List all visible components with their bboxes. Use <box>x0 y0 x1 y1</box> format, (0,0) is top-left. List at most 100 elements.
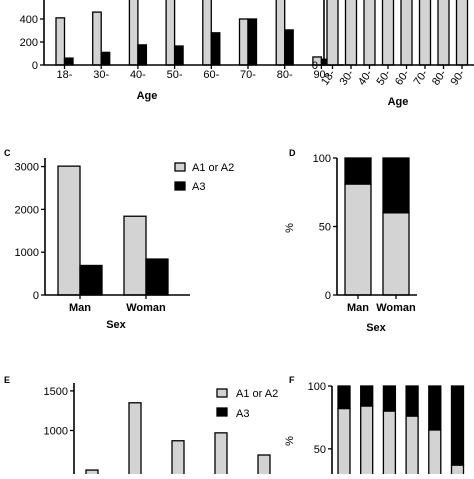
legend-swatch-a3 <box>174 181 186 191</box>
bar-a1-or-a2-c5 <box>428 429 442 479</box>
bar-50 <box>381 0 395 66</box>
bar-a1-or-a2-c2 <box>128 402 142 479</box>
bar-a3-30 <box>100 51 111 66</box>
panel-a-x-ticks: 18- 30- 40- 50- 60- 70- 80- 90- <box>57 65 330 81</box>
y-tick-label: 0 <box>33 290 39 302</box>
panel-c-y-ticks: 0 1000 2000 3000 <box>15 158 190 302</box>
panel-b-bars <box>326 0 469 66</box>
bar-a3-woman <box>145 258 169 296</box>
bar-80 <box>437 0 450 66</box>
bar-a3-c2 <box>360 385 374 407</box>
panel-e: E 1000 1500 A1 or A2 A3 <box>4 375 278 479</box>
bar-a1-or-a2-c6 <box>450 464 465 479</box>
x-tick-label: 30- <box>93 69 109 81</box>
y-tick-label: 1000 <box>44 425 68 437</box>
bar-90 <box>455 0 469 66</box>
bar-a3-c5 <box>428 385 442 431</box>
bar-a3-c3 <box>382 385 397 412</box>
panel-b: 0 18- 30- 40- 50- 60- 70- 80- 90- Age <box>312 0 474 108</box>
panel-b-y-ticks: 0 <box>312 0 474 72</box>
bar-60 <box>400 0 413 66</box>
legend-swatch-a1-or-a2 <box>216 388 228 398</box>
y-tick-label: 0 <box>325 290 331 302</box>
bar-a1-or-a2-c4 <box>214 432 228 479</box>
x-tick-label: 30- <box>338 68 357 88</box>
y-tick-label: 0 <box>32 60 38 72</box>
bar-a1-or-a2-c1 <box>337 407 351 479</box>
bar-a1-or-a2-60 <box>202 0 212 66</box>
bar-a3-man <box>344 157 372 185</box>
panel-c-label: C <box>4 148 11 158</box>
bar-a3-60 <box>210 32 221 66</box>
y-tick-label: 50 <box>319 222 331 234</box>
bar-a3-woman <box>382 157 410 214</box>
panel-d-y-ticks: 0 50 100 <box>313 153 417 302</box>
panel-d-label: D <box>289 148 296 158</box>
panel-d-x-axis-label: Sex <box>366 322 386 334</box>
bar-a3-man <box>79 264 103 296</box>
bar-a1-or-a2-80 <box>275 0 286 66</box>
bar-a1-or-a2-c4 <box>405 415 419 479</box>
panel-b-x-ticks: 18- 30- 40- 50- 60- 70- 80- 90- <box>319 65 468 88</box>
panel-d-x-ticks: Man Woman <box>347 295 416 314</box>
x-tick-label: 70- <box>240 69 256 81</box>
legend-label-a3: A3 <box>192 181 205 193</box>
legend-label-a1-or-a2: A1 or A2 <box>192 162 234 174</box>
legend-swatch-a3 <box>216 407 228 417</box>
bar-a3-80 <box>284 29 294 66</box>
y-tick-label: 200 <box>20 37 38 49</box>
bar-a1-or-a2-50 <box>165 0 176 66</box>
bar-a3-50 <box>173 45 184 66</box>
panel-c-x-axis-label: Sex <box>106 319 126 331</box>
y-tick-label: 100 <box>308 381 326 393</box>
panel-c-legend: A1 or A2 A3 <box>174 162 234 193</box>
bar-40 <box>363 0 376 66</box>
panel-e-label: E <box>4 375 10 385</box>
bar-70 <box>418 0 432 66</box>
x-tick-label: 60- <box>203 69 219 81</box>
bar-a1-or-a2-30 <box>92 11 102 66</box>
bar-a3-c1 <box>337 385 351 410</box>
panel-f-label: F <box>289 375 295 385</box>
bar-a1-or-a2-70 <box>238 18 249 66</box>
y-tick-label: 100 <box>313 153 331 165</box>
y-tick-label: 1500 <box>44 386 68 398</box>
bar-a1-or-a2-man <box>57 165 81 296</box>
panel-e-y-ticks: 1000 1500 <box>44 383 75 474</box>
panel-a-x-axis-label: Age <box>137 90 158 102</box>
bar-a3-40 <box>137 44 148 66</box>
panel-d-bars <box>344 157 410 296</box>
bar-a1-or-a2-c1 <box>85 469 99 479</box>
panel-a: 0 200 400 18- 30- 40- 50- 60- 70- 80- 90- Age <box>20 0 344 102</box>
panel-b-x-axis-label: Age <box>388 96 409 108</box>
bar-a3-18 <box>63 57 74 66</box>
y-tick-label: 0 <box>312 60 318 72</box>
y-tick-label: 50 <box>314 444 326 456</box>
bar-a1-or-a2-c2 <box>360 405 374 479</box>
legend-label-a1-or-a2: A1 or A2 <box>236 388 278 400</box>
bar-30 <box>344 0 358 66</box>
x-tick-label: 80- <box>277 69 293 81</box>
x-tick-label: Man <box>69 302 91 314</box>
bar-a3-c6 <box>450 385 465 466</box>
bar-18 <box>326 0 339 66</box>
y-tick-label: 400 <box>20 14 38 26</box>
panel-d: D % 0 50 100 Man Woman Sex <box>284 148 417 334</box>
bar-a3-70 <box>247 18 258 66</box>
x-tick-label: 60- <box>393 68 412 88</box>
panel-f-y-axis-label: % <box>284 436 296 446</box>
bar-a1-or-a2-40 <box>128 0 139 66</box>
legend-label-a3: A3 <box>236 408 249 420</box>
x-tick-label: 50- <box>167 69 183 81</box>
panel-c: C 0 1000 2000 3000 Man Woman Sex A1 or A2 A3 <box>4 148 234 331</box>
x-tick-label: 70- <box>412 68 431 88</box>
panel-c-bars <box>57 165 169 296</box>
x-tick-label: Man <box>347 302 369 314</box>
x-tick-label: Woman <box>376 302 416 314</box>
bar-a1-or-a2-man <box>344 183 372 296</box>
bar-a3-c4 <box>405 385 419 417</box>
panel-f: F % 50 100 <box>284 375 465 479</box>
x-tick-label: 40- <box>356 68 375 88</box>
x-tick-label: 50- <box>375 68 394 88</box>
